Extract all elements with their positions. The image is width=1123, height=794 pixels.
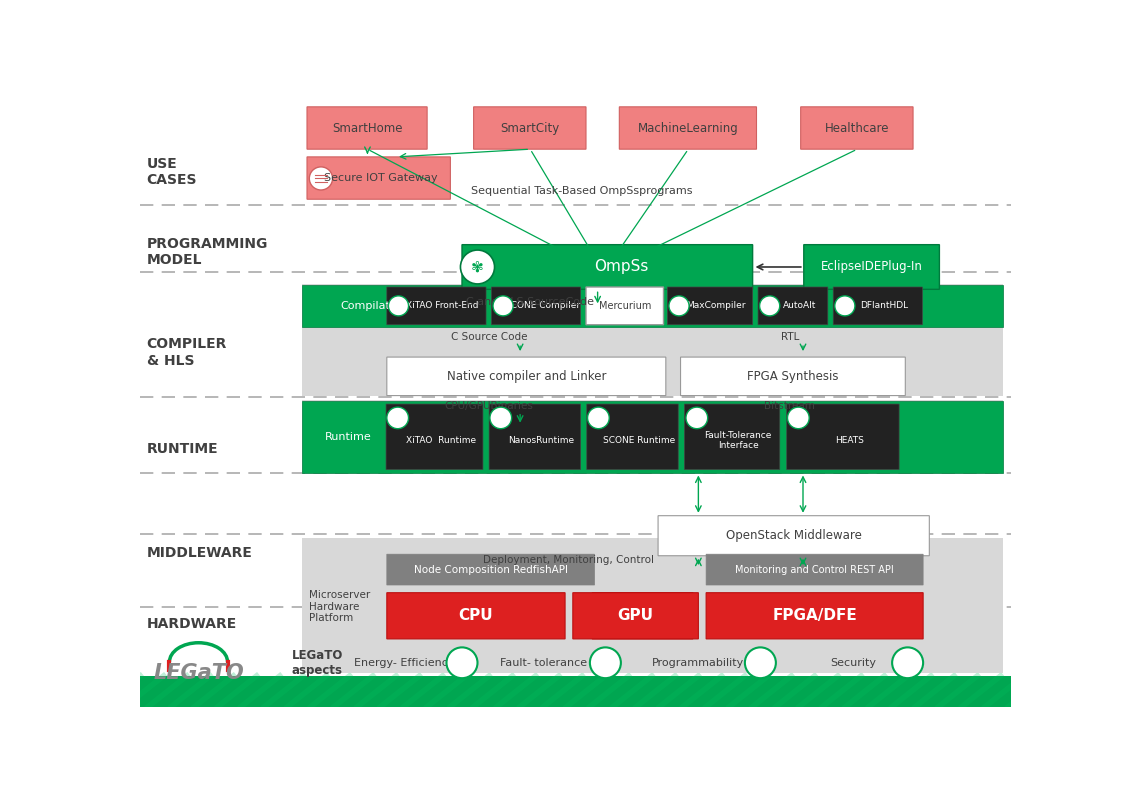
Circle shape xyxy=(834,296,855,316)
Text: C and HLS SourceCode: C and HLS SourceCode xyxy=(466,297,594,306)
Text: MaxCompiler: MaxCompiler xyxy=(686,302,746,310)
Circle shape xyxy=(493,296,513,316)
Text: RUNTIME: RUNTIME xyxy=(147,441,218,456)
Text: Fault- tolerance: Fault- tolerance xyxy=(500,657,587,668)
FancyBboxPatch shape xyxy=(586,287,664,325)
Text: GPU: GPU xyxy=(618,608,654,623)
Text: SmartCity: SmartCity xyxy=(501,122,560,135)
FancyBboxPatch shape xyxy=(681,357,905,395)
Text: OmpSs: OmpSs xyxy=(594,260,648,275)
Circle shape xyxy=(590,647,621,678)
Circle shape xyxy=(669,296,690,316)
Bar xyxy=(302,400,1003,472)
FancyBboxPatch shape xyxy=(386,404,483,469)
Circle shape xyxy=(460,250,494,284)
Text: Programmability: Programmability xyxy=(652,657,745,668)
Text: Native compiler and Linker: Native compiler and Linker xyxy=(447,370,606,383)
FancyBboxPatch shape xyxy=(307,157,450,199)
FancyBboxPatch shape xyxy=(706,554,923,585)
Text: DFlantHDL: DFlantHDL xyxy=(860,302,909,310)
FancyBboxPatch shape xyxy=(801,107,913,149)
Text: CPU/GPUBinaries: CPU/GPUBinaries xyxy=(445,401,533,411)
Text: Secure IOT Gateway: Secure IOT Gateway xyxy=(323,173,438,183)
Circle shape xyxy=(389,296,409,316)
Text: SmartHome: SmartHome xyxy=(332,122,403,135)
Text: ✾: ✾ xyxy=(472,260,484,275)
FancyBboxPatch shape xyxy=(787,404,900,469)
Text: EclipseIDEPlug-In: EclipseIDEPlug-In xyxy=(821,260,923,273)
Bar xyxy=(140,676,1011,707)
Circle shape xyxy=(892,647,923,678)
Text: SCONE Runtime: SCONE Runtime xyxy=(603,436,675,445)
FancyBboxPatch shape xyxy=(474,107,586,149)
Text: FPGA Synthesis: FPGA Synthesis xyxy=(747,370,839,383)
FancyBboxPatch shape xyxy=(833,287,922,325)
FancyBboxPatch shape xyxy=(758,287,828,325)
Bar xyxy=(302,284,1003,395)
Text: FPGA/DFE: FPGA/DFE xyxy=(773,608,857,623)
FancyBboxPatch shape xyxy=(490,404,581,469)
Circle shape xyxy=(447,647,477,678)
Text: PROGRAMMING
MODEL: PROGRAMMING MODEL xyxy=(147,237,268,268)
Text: C Source Code: C Source Code xyxy=(450,332,528,342)
FancyBboxPatch shape xyxy=(706,592,923,639)
FancyBboxPatch shape xyxy=(462,245,752,289)
Text: Node Composition RedfishAPI: Node Composition RedfishAPI xyxy=(413,565,567,575)
Text: USE
CASES: USE CASES xyxy=(147,157,197,187)
Text: AutoAlt: AutoAlt xyxy=(783,302,815,310)
Circle shape xyxy=(309,167,332,190)
Text: SCONE Compiler: SCONE Compiler xyxy=(504,302,579,310)
Text: Security: Security xyxy=(830,657,876,668)
FancyBboxPatch shape xyxy=(386,592,565,639)
Bar xyxy=(302,538,1003,673)
FancyBboxPatch shape xyxy=(386,287,486,325)
Circle shape xyxy=(759,296,779,316)
Text: XiTAO Front-End: XiTAO Front-End xyxy=(407,302,478,310)
Circle shape xyxy=(490,407,512,429)
FancyBboxPatch shape xyxy=(667,287,752,325)
FancyBboxPatch shape xyxy=(386,357,666,395)
Text: Mercurium: Mercurium xyxy=(599,301,651,311)
Bar xyxy=(302,401,1003,472)
FancyBboxPatch shape xyxy=(592,592,693,639)
Text: COMPILER
& HLS: COMPILER & HLS xyxy=(147,337,227,368)
Text: Healthcare: Healthcare xyxy=(825,122,889,135)
Text: MIDDLEWARE: MIDDLEWARE xyxy=(147,545,253,560)
FancyBboxPatch shape xyxy=(684,404,779,469)
Text: LEGaTO
aspects: LEGaTO aspects xyxy=(292,649,343,676)
Text: Deployment, Monitoring, Control: Deployment, Monitoring, Control xyxy=(483,555,654,565)
FancyBboxPatch shape xyxy=(587,404,678,469)
Text: MachineLearning: MachineLearning xyxy=(638,122,739,135)
Text: Energy- Efficiency: Energy- Efficiency xyxy=(354,657,454,668)
Text: Monitoring and Control REST API: Monitoring and Control REST API xyxy=(736,565,894,575)
Text: OpenStack Middleware: OpenStack Middleware xyxy=(725,530,861,542)
FancyBboxPatch shape xyxy=(658,515,930,556)
FancyBboxPatch shape xyxy=(492,287,581,325)
Circle shape xyxy=(745,647,776,678)
FancyBboxPatch shape xyxy=(619,107,757,149)
Circle shape xyxy=(787,407,810,429)
Text: Microserver
Hardware
Platform: Microserver Hardware Platform xyxy=(309,590,371,623)
FancyBboxPatch shape xyxy=(573,592,699,639)
Text: NanosRuntime: NanosRuntime xyxy=(508,436,574,445)
Circle shape xyxy=(686,407,707,429)
Circle shape xyxy=(587,407,610,429)
FancyBboxPatch shape xyxy=(307,107,427,149)
Text: Runtime: Runtime xyxy=(325,432,372,442)
Text: LEGaTO: LEGaTO xyxy=(153,663,244,683)
Text: Fault-Tolerance
Interface: Fault-Tolerance Interface xyxy=(704,431,772,450)
Text: HEATS: HEATS xyxy=(834,436,864,445)
Text: CPU: CPU xyxy=(458,608,493,623)
Text: XiTAO  Runtime: XiTAO Runtime xyxy=(405,436,476,445)
FancyBboxPatch shape xyxy=(804,245,940,289)
Bar xyxy=(302,285,1003,327)
FancyBboxPatch shape xyxy=(386,554,594,585)
Circle shape xyxy=(386,407,409,429)
Text: Sequential Task-Based OmpSsprograms: Sequential Task-Based OmpSsprograms xyxy=(472,186,693,196)
Text: Bitstream: Bitstream xyxy=(765,401,815,411)
Text: Compilation: Compilation xyxy=(340,301,408,311)
Text: RTL: RTL xyxy=(780,332,798,342)
Text: HARDWARE: HARDWARE xyxy=(147,616,237,630)
